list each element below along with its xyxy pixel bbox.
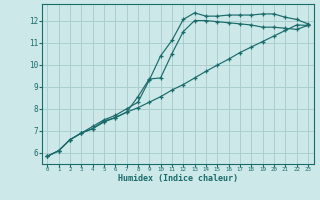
X-axis label: Humidex (Indice chaleur): Humidex (Indice chaleur) [118,174,237,183]
